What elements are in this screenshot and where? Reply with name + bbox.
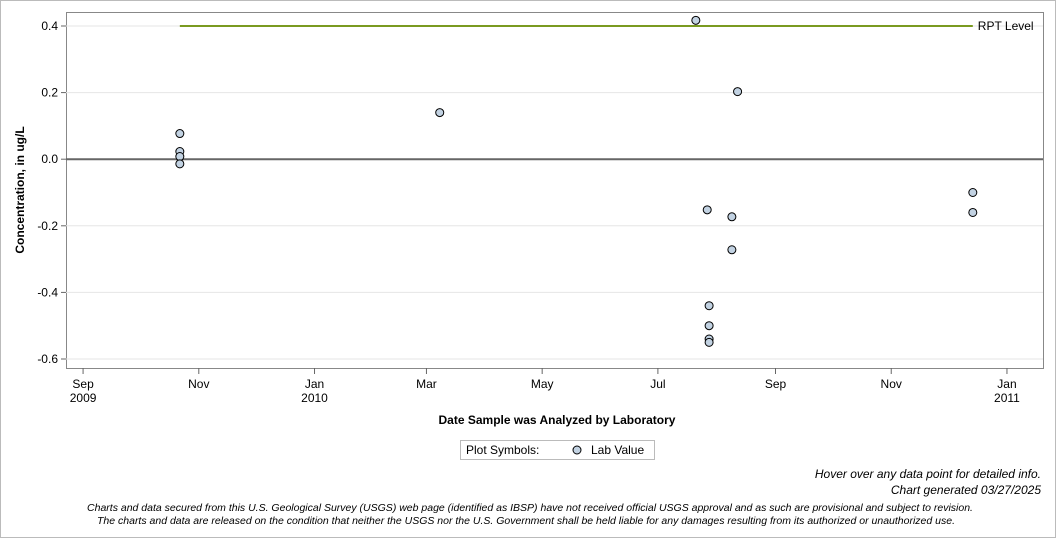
x-tick-label: Nov — [188, 377, 209, 391]
x-tick-label: Sep — [765, 377, 787, 391]
y-tick-label: -0.6 — [37, 352, 58, 366]
point — [733, 87, 743, 97]
point — [175, 152, 185, 162]
legend-box — [460, 440, 655, 460]
x-tick-label: May — [531, 377, 554, 391]
point — [968, 187, 978, 197]
point — [175, 129, 185, 139]
reference-label: RPT Level — [978, 19, 1034, 33]
point — [435, 108, 445, 118]
plot-area — [66, 12, 1044, 369]
legend-symbol — [572, 445, 582, 455]
disclaimer: The charts and data are released on the … — [97, 515, 955, 527]
x-tick-label: Jul — [650, 377, 665, 391]
point — [704, 321, 714, 331]
y-tick-label: -0.2 — [37, 219, 58, 233]
y-axis-label: Concentration, in ug/L — [13, 126, 27, 253]
x-axis-label: Date Sample was Analyzed by Laboratory — [439, 413, 676, 427]
disclaimer: Charts and data secured from this U.S. G… — [87, 502, 973, 514]
y-tick-label: -0.4 — [37, 285, 58, 299]
x-tick-label: Sep 2009 — [70, 377, 97, 405]
y-tick-label: 0.0 — [41, 152, 58, 166]
y-tick-label: 0.4 — [41, 19, 58, 33]
point — [704, 301, 714, 311]
x-tick-label: Jan 2010 — [301, 377, 328, 405]
x-tick-label: Nov — [881, 377, 902, 391]
point — [727, 212, 737, 222]
point — [968, 207, 978, 217]
point — [702, 205, 712, 215]
y-tick-label: 0.2 — [41, 86, 58, 100]
point — [691, 15, 701, 25]
note: Hover over any data point for detailed i… — [815, 467, 1041, 481]
legend-label: Lab Value — [591, 443, 644, 457]
point — [727, 245, 737, 255]
x-tick-label: Mar — [416, 377, 437, 391]
legend-title: Plot Symbols: — [466, 443, 539, 457]
point — [704, 337, 714, 347]
note: Chart generated 03/27/2025 — [891, 483, 1041, 497]
point — [175, 159, 185, 169]
x-tick-label: Jan 2011 — [994, 377, 1020, 405]
